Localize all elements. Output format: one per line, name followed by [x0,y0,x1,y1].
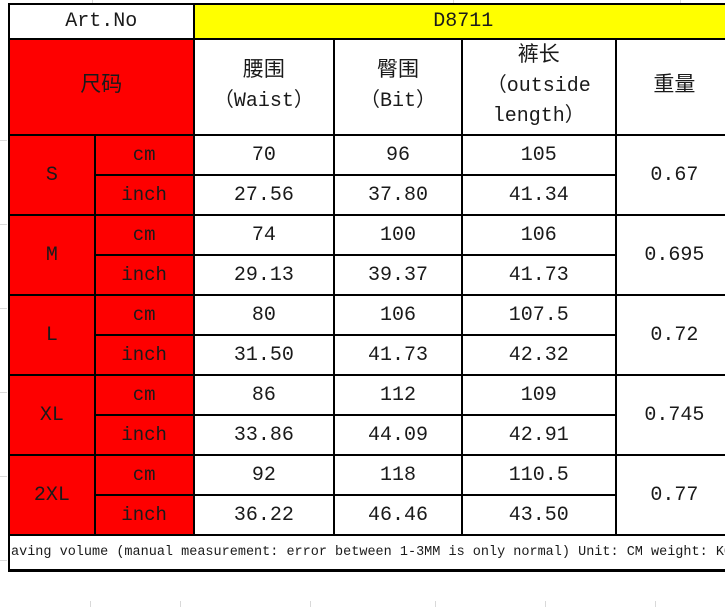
spreadsheet-gridline [90,601,91,607]
length-header-cn: 裤长 [517,45,560,68]
spreadsheet-gridline [453,0,454,3]
measurement-cell: 33.86 [192,414,336,456]
waist-header-cn: 腰围 [242,60,285,83]
measurement-cell: 118 [333,454,463,496]
measurement-cell: 74 [192,214,336,256]
spreadsheet-gridline [0,308,7,309]
measurement-cell: 46.46 [333,494,463,536]
spreadsheet-gridline [545,601,546,607]
measurement-cell: 41.73 [460,254,617,296]
measurement-cell: 70 [192,134,336,176]
measurement-cell: 106 [333,294,463,336]
size-cell: 2XL [8,454,96,536]
unit-cell: cm [93,214,195,256]
length-header-en: （outside length） [486,75,591,128]
weight-cell: 0.695 [614,214,725,296]
measurement-cell: 43.50 [460,494,617,536]
spreadsheet-gridline [180,601,181,607]
spreadsheet-gridline [0,476,7,477]
waist-header-cell: 腰围 （Waist） [192,38,336,136]
measurement-cell: 36.22 [192,494,336,536]
art-no-label-cell: Art.No [8,3,195,40]
spreadsheet-gridline [0,224,7,225]
hip-header-cell: 臀围 （Bit） [333,38,463,136]
measurement-cell: 110.5 [460,454,617,496]
unit-cell: inch [93,414,195,456]
weight-header-cell: 重量 [614,38,725,136]
measurement-cell: 41.73 [333,334,463,376]
measurement-cell: 44.09 [333,414,463,456]
measurement-cell: 109 [460,374,617,416]
measurement-cell: 107.5 [460,294,617,336]
measurement-cell: 41.34 [460,174,617,216]
waist-header-en: （Waist） [213,90,314,113]
measurement-cell: 42.32 [460,334,617,376]
unit-cell: cm [93,374,195,416]
hip-header-cn: 臀围 [377,60,420,83]
size-cell: M [8,214,96,296]
unit-cell: cm [93,454,195,496]
measurement-cell: 100 [333,214,463,256]
measurement-cell: 39.37 [333,254,463,296]
spreadsheet-gridline [655,601,656,607]
note-cell: aving volume (manual measurement: error … [7,534,725,572]
unit-cell: cm [93,134,195,176]
weight-cell: 0.72 [614,294,725,376]
unit-cell: inch [93,174,195,216]
unit-cell: cm [93,294,195,336]
size-cell: XL [8,374,96,456]
measurement-cell: 106 [460,214,617,256]
measurement-cell: 80 [192,294,336,336]
weight-cell: 0.745 [614,374,725,456]
measurement-cell: 105 [460,134,617,176]
size-cell: L [8,294,96,376]
spreadsheet-gridline [92,0,93,3]
spreadsheet-gridline [310,601,311,607]
spreadsheet-gridline [435,601,436,607]
length-header-cell: 裤长 （outside length） [460,38,617,136]
measurement-cell: 29.13 [192,254,336,296]
measurement-cell: 31.50 [192,334,336,376]
measurement-cell: 112 [333,374,463,416]
hip-header-en: （Bit） [360,90,437,113]
unit-cell: inch [93,494,195,536]
unit-cell: inch [93,254,195,296]
measurement-cell: 27.56 [192,174,336,216]
art-no-value-cell: D8711 [192,3,725,40]
measurement-cell: 96 [333,134,463,176]
unit-cell: inch [93,334,195,376]
size-column-header-cell: 尺码 [8,38,195,136]
spreadsheet-gridline [0,392,7,393]
measurement-cell: 92 [192,454,336,496]
spreadsheet-gridline [680,0,681,3]
spreadsheet-gridline [0,140,7,141]
size-cell: S [8,134,96,216]
size-chart-table: Art.No D8711 尺码 腰围 （Waist） 臀围 （Bit） 裤长 （… [7,3,725,572]
spreadsheet-gridline [0,560,7,561]
measurement-cell: 37.80 [333,174,463,216]
measurement-cell: 42.91 [460,414,617,456]
measurement-cell: 86 [192,374,336,416]
weight-cell: 0.67 [614,134,725,216]
weight-cell: 0.77 [614,454,725,536]
